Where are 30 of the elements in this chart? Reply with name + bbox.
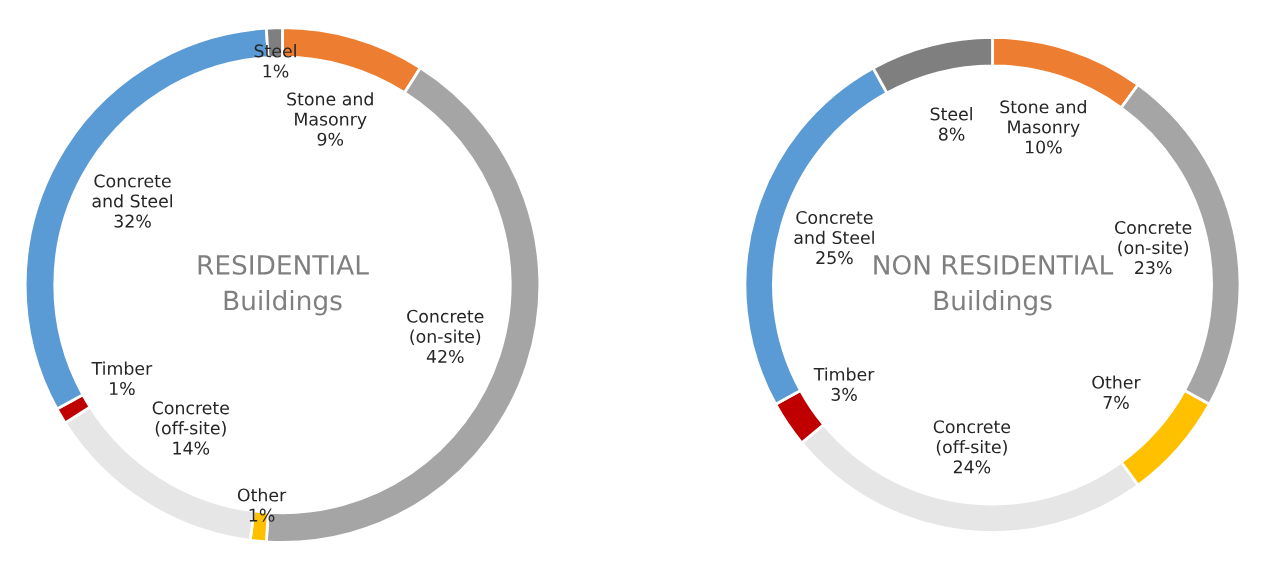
data-label: 8% (938, 127, 965, 141)
slice-label: Other (237, 488, 287, 502)
data-label: 25% (816, 251, 853, 265)
data-label: 23% (1135, 261, 1172, 275)
slice-label: Timber (813, 367, 875, 381)
data-label: 32% (114, 214, 151, 228)
data-label: 1% (249, 508, 275, 522)
data-label: 10% (1025, 140, 1062, 154)
slice-label: Concrete (off-site) (152, 401, 229, 437)
slice-label: Stone and Masonry (1000, 99, 1086, 137)
slice-label: Other (1092, 375, 1141, 389)
slice-label: Steel (254, 44, 296, 58)
text: RESIDENTIAL Buildings (198, 254, 369, 316)
data-label: 24% (953, 460, 991, 474)
slice-label: Steel (930, 107, 972, 121)
data-label: 42% (426, 349, 464, 364)
slice-label: Concrete and Steel (92, 174, 172, 208)
data-label: 1% (110, 381, 135, 396)
slice-label: Concrete (on-site) (1115, 220, 1192, 257)
data-label: 1% (263, 64, 289, 78)
slice-label: Concrete (off-site) (933, 420, 1011, 456)
data-label: 7% (1103, 395, 1129, 409)
slice-label: Concrete and Steel (794, 210, 874, 245)
data-label: 14% (173, 441, 210, 455)
slice-label: Timber (91, 361, 153, 375)
data-label: 9% (317, 132, 344, 146)
text: NON RESIDENTIAL Buildings (874, 254, 1114, 316)
slice-label: Concrete (on-site) (407, 309, 484, 345)
data-label: 3% (831, 387, 857, 401)
slice-label: Stone and Masonry (287, 92, 373, 130)
